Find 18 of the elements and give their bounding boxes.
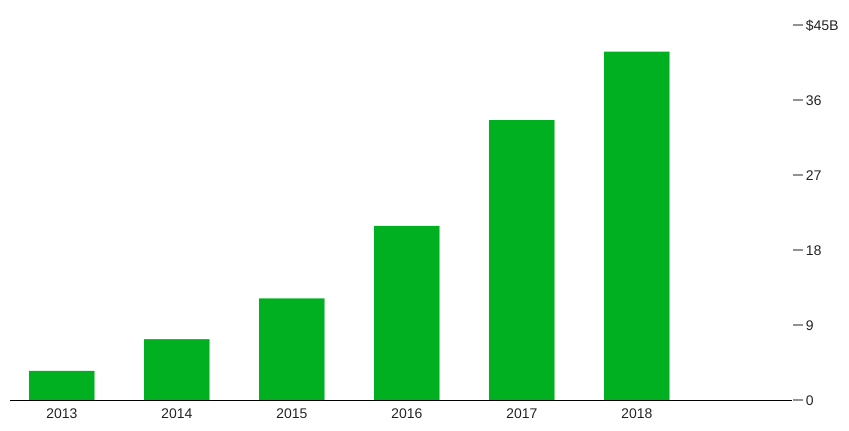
- y-tick-label: 0: [806, 392, 814, 408]
- bar: [488, 120, 555, 400]
- x-tick-label: 2014: [161, 404, 193, 421]
- y-tick-label: 27: [806, 166, 822, 183]
- x-tick-label: 2013: [46, 404, 78, 421]
- bar: [374, 226, 440, 400]
- y-tick-label: 9: [806, 316, 814, 333]
- y-tick-label: $45B: [806, 16, 839, 33]
- x-tick-label: 2017: [506, 404, 538, 421]
- bar: [144, 339, 210, 400]
- y-tick-label: 36: [806, 92, 822, 108]
- x-tick-label: 2018: [621, 404, 653, 421]
- x-tick-label: 2016: [391, 404, 423, 421]
- x-tick-label: 2015: [276, 404, 308, 421]
- bar: [28, 370, 95, 400]
- bar: [258, 298, 325, 400]
- bar: [604, 52, 670, 400]
- y-tick-label: 18: [806, 242, 822, 258]
